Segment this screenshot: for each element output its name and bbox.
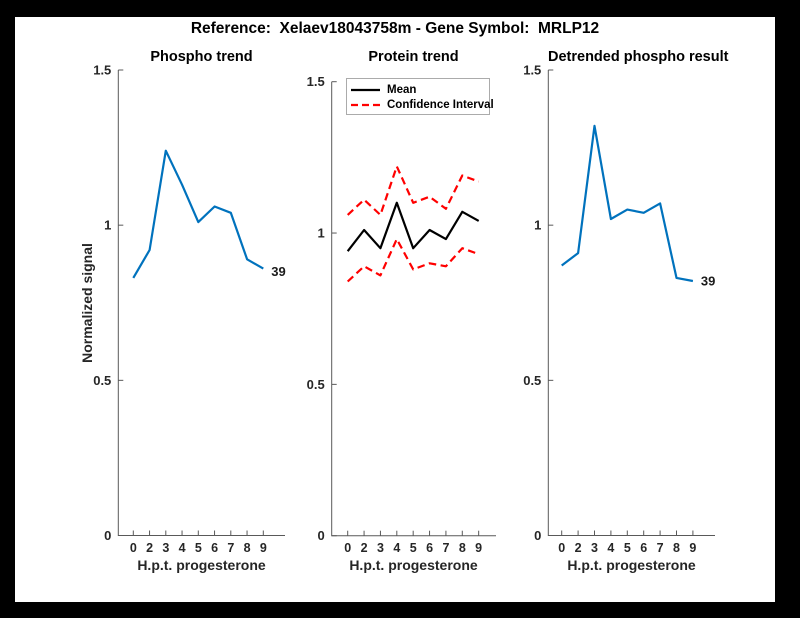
x-tick-label: 7 [657,541,664,555]
dashed-line-sample-icon [351,103,380,106]
x-tick-label: 7 [442,541,449,555]
x-tick-label: 9 [689,541,696,555]
y-tick-label: 0.5 [523,373,541,388]
figure-title: Reference: Xelaev18043758m - Gene Symbol… [190,20,600,37]
x-tick-label: 3 [377,541,384,555]
x-tick-label: 4 [179,541,186,555]
phospho-trend-line [132,149,264,279]
x-axis-label-detrended: H.p.t. progesterone [567,557,696,573]
x-tick-label: 2 [575,541,582,555]
y-tick-label: 0.5 [93,373,111,388]
axis-spines [547,70,715,536]
y-tick-label: 1.5 [307,74,325,89]
x-tick-label: 9 [475,541,482,555]
y-tick-label: 1 [104,218,111,233]
legend-box: Mean Confidence Interval [346,78,494,115]
axis-spines [117,70,285,536]
chart-title-protein-trend: Protein trend [368,49,459,65]
legend-item-mean: Mean [350,82,489,97]
ci-lower-line [346,238,480,283]
chart-title-detrended-phospho: Detrended phospho result [548,49,729,65]
annotation-39: 39 [701,274,715,289]
matlab-figure: Reference: Xelaev18043758m - Gene Symbol… [15,17,775,602]
y-tick-label: 1 [534,218,541,233]
solid-line-sample-icon [351,88,380,91]
y-tick-label: 1 [317,226,324,241]
y-tick-label: 0.5 [307,377,325,392]
x-tick-label: 9 [260,541,267,555]
ci-upper-line [346,165,480,216]
x-tick-label: 8 [673,541,680,555]
x-tick-label: 0 [344,541,351,555]
x-tick-label: 6 [211,541,218,555]
x-tick-label: 7 [227,541,234,555]
x-tick-label: 5 [624,541,631,555]
x-tick-label: 6 [640,541,647,555]
y-tick-label: 0 [104,528,111,543]
axis-spines [331,81,496,537]
x-tick-label: 8 [244,541,251,555]
x-tick-label: 5 [195,541,202,555]
chart-3-axes: 00.511.50 2 3 4 5 6 7 8 939 [523,63,715,556]
y-tick-label: 1.5 [93,63,111,78]
x-tick-label: 4 [393,541,400,555]
y-tick-label: 1.5 [523,63,541,78]
annotation-39: 39 [271,264,285,279]
x-tick-label: 8 [459,541,466,555]
x-tick-label: 5 [410,541,417,555]
chart-1-axes: 00.511.50 2 3 4 5 6 7 8 939 [93,63,286,556]
x-axis-label-protein: H.p.t. progesterone [349,557,478,573]
y-tick-label: 0 [534,528,541,543]
x-tick-label: 2 [146,541,153,555]
detrended-line [561,124,694,283]
legend-label: Confidence Interval [387,98,494,111]
x-axis-label-phospho: H.p.t. progesterone [137,557,266,573]
x-tick-label: 6 [426,541,433,555]
x-tick-label: 2 [361,541,368,555]
y-tick-label: 0 [317,528,324,543]
legend-item-confidence-interval: Confidence Interval [350,97,494,112]
x-tick-label: 0 [558,541,565,555]
legend-label: Mean [387,83,417,96]
x-tick-label: 4 [607,541,614,555]
x-tick-label: 3 [591,541,598,555]
mean-line [346,201,480,252]
x-tick-label: 3 [162,541,169,555]
chart-2-axes: 00.511.50 2 3 4 5 6 7 8 9 [307,74,496,555]
chart-title-phospho-trend: Phospho trend [150,49,253,65]
x-tick-label: 0 [130,541,137,555]
